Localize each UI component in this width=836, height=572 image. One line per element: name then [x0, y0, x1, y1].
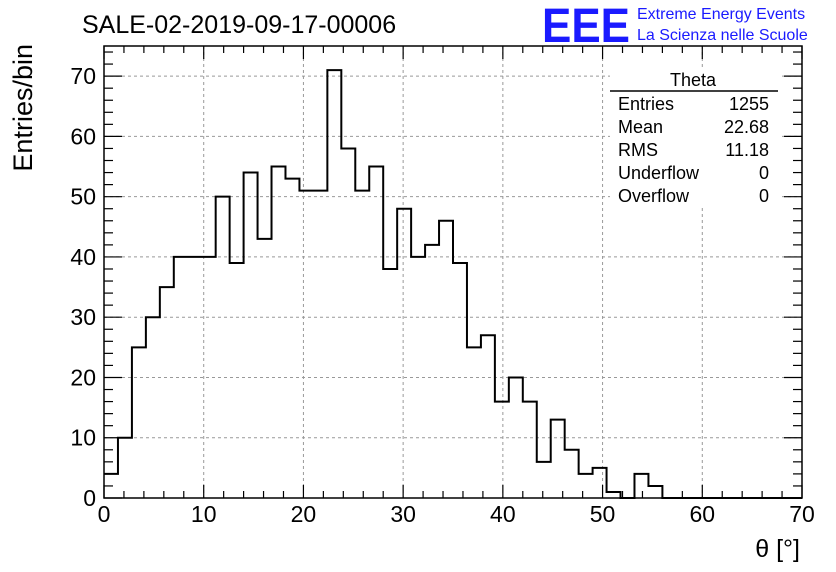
y-tick-label: 70	[70, 63, 96, 89]
x-axis-label: θ [°]	[755, 535, 800, 563]
plot-frame	[103, 45, 803, 499]
x-tick-label: 10	[191, 501, 217, 527]
y-tick-label: 0	[83, 485, 96, 511]
stats-label: Underflow	[618, 163, 700, 183]
chart-title: SALE-02-2019-09-17-00006	[82, 11, 396, 39]
y-tick-label: 40	[70, 244, 96, 270]
x-tick-label: 60	[689, 501, 715, 527]
x-tick-label: 70	[789, 501, 815, 527]
y-tick-label: 60	[70, 123, 96, 149]
axis-ticks	[103, 46, 803, 499]
stats-value: 1255	[729, 94, 769, 114]
y-tick-label: 10	[70, 425, 96, 451]
x-tick-label: 20	[291, 501, 317, 527]
stats-value: 22.68	[724, 117, 769, 137]
y-tick-label: 50	[70, 184, 96, 210]
y-axis-label: Entries/bin	[8, 44, 38, 172]
branding-line-1: Extreme Energy Events	[637, 6, 805, 23]
x-tick-label: 0	[98, 501, 111, 527]
eee-logo: EEE	[542, 0, 630, 53]
stats-value: 0	[759, 186, 769, 206]
x-tick-label: 50	[590, 501, 616, 527]
stats-box-background	[610, 70, 780, 208]
stats-value: 11.18	[725, 140, 769, 160]
y-tick-label: 30	[70, 304, 96, 330]
stats-label: Overflow	[618, 186, 690, 206]
x-tick-label: 40	[490, 501, 516, 527]
stats-value: 0	[759, 163, 769, 183]
histogram-line	[104, 69, 802, 499]
stats-box-rows: Entries 1255 Mean 22.68 RMS 11.18 Underflow 0 Ov…	[618, 94, 769, 206]
branding-line-2: La Scienza nelle Scuole	[637, 27, 808, 44]
stats-box: Theta Entries 1255 Mean 22.68 RMS 11.18 Underf…	[610, 70, 780, 208]
y-tick-label: 20	[70, 364, 96, 390]
stats-box-title: Theta	[670, 70, 717, 90]
x-tick-labels: 0 10 20 30 40 50 60 70	[98, 501, 815, 527]
stats-label: RMS	[618, 140, 658, 160]
y-tick-labels: 0 10 20 30 40 50 60 70	[70, 63, 96, 511]
stats-label: Mean	[618, 117, 663, 137]
x-tick-label: 30	[390, 501, 416, 527]
stats-label: Entries	[618, 94, 674, 114]
